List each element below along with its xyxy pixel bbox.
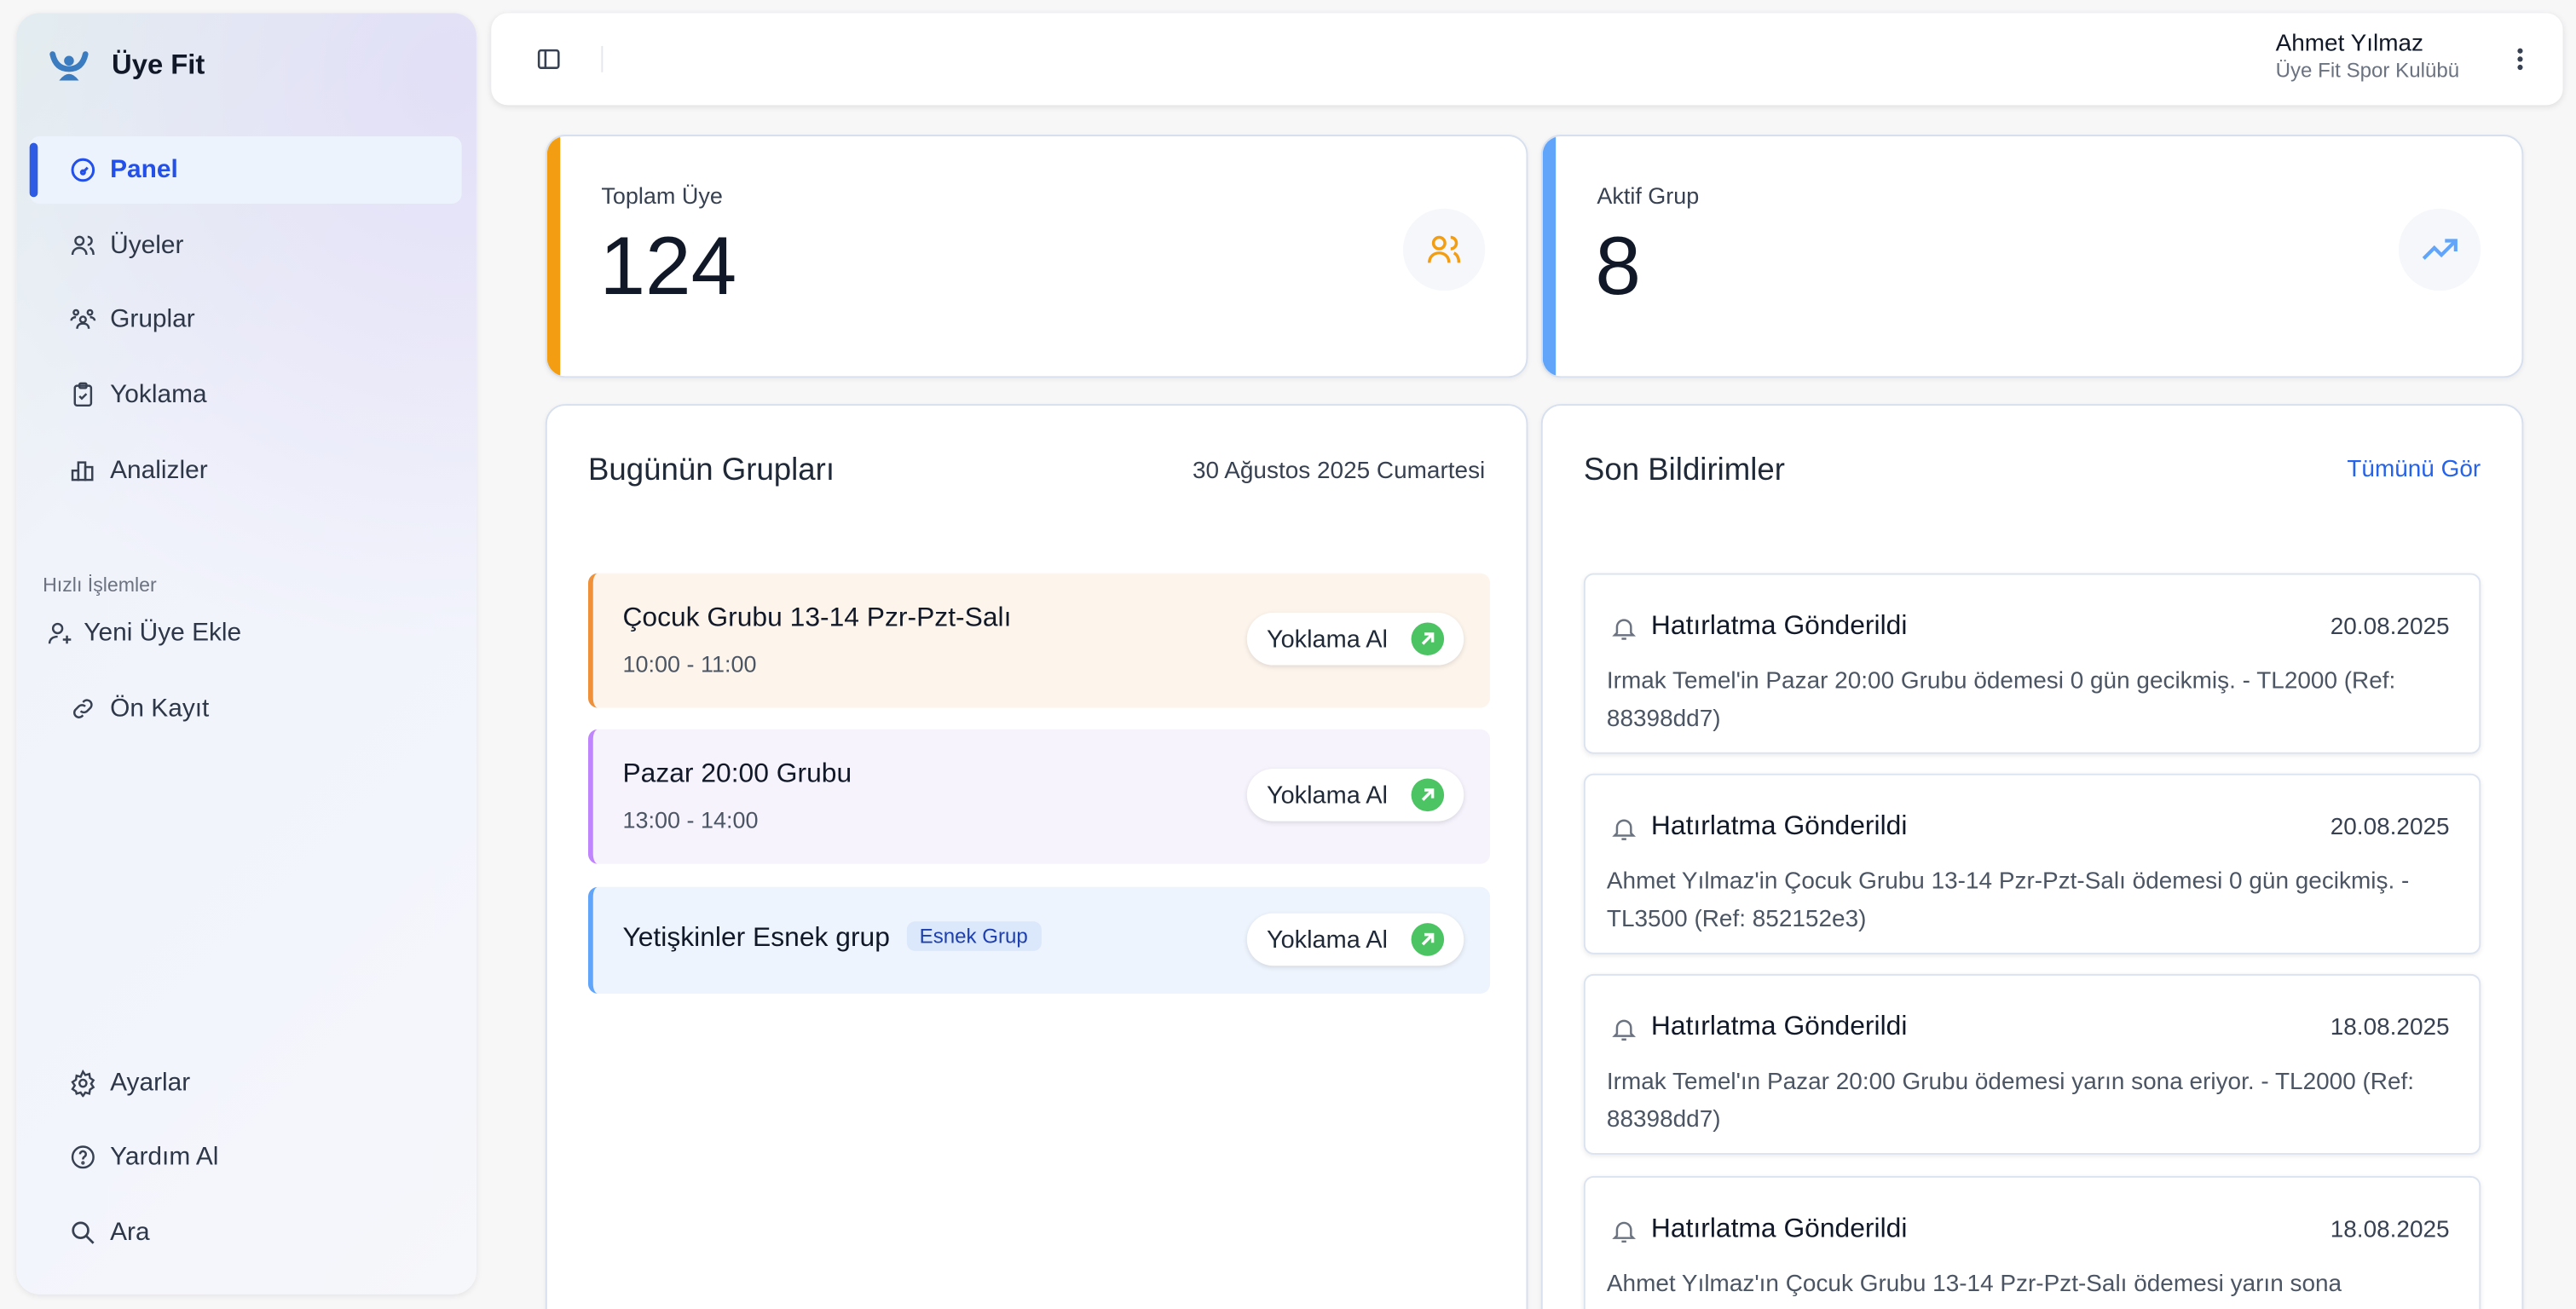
notification-item[interactable]: Hatırlatma Gönderildi 18.08.2025 Ahmet Y… [1583, 1175, 2481, 1309]
stat-accent-bar [546, 136, 561, 377]
todays-groups-panel: Bugünün Grupları 30 Ağustos 2025 Cumarte… [545, 404, 1528, 1309]
notification-item[interactable]: Hatırlatma Gönderildi 20.08.2025 Ahmet Y… [1583, 773, 2481, 954]
button-label: Yoklama Al [1266, 625, 1388, 654]
sidebar-toggle-icon[interactable] [535, 46, 562, 72]
group-time: 10:00 - 11:00 [622, 650, 757, 678]
button-label: Yoklama Al [1266, 781, 1388, 810]
notification-date: 18.08.2025 [2330, 1217, 2450, 1243]
stat-label: Toplam Üye [601, 182, 723, 209]
gear-icon [71, 1069, 95, 1098]
notification-date: 20.08.2025 [2330, 614, 2450, 641]
sidebar-item-ara[interactable]: Ara [30, 1199, 462, 1266]
panel-title: Son Bildirimler [1583, 453, 1785, 488]
sidebar-item-analizler[interactable]: Analizler [30, 437, 462, 505]
stat-card-active-groups: Aktif Grup 8 [1540, 135, 2524, 378]
group-icon [70, 309, 96, 329]
see-all-link[interactable]: Tümünü Gör [2347, 456, 2481, 483]
sidebar-item-yoklama[interactable]: Yoklama [30, 361, 462, 429]
user-plus-icon [48, 622, 72, 644]
group-name: Pazar 20:00 Grubu [622, 758, 852, 789]
stat-value: 124 [599, 220, 737, 313]
take-attendance-button[interactable]: Yoklama Al [1246, 768, 1464, 822]
sidebar-item-label: Ara [110, 1218, 150, 1246]
group-name-row: Yetişkinler Esnek grup Esnek Grup [622, 921, 1042, 954]
search-icon [72, 1221, 95, 1244]
group-item[interactable]: Pazar 20:00 Grubu 13:00 - 14:00 Yoklama … [587, 729, 1491, 864]
bell-icon [1612, 1019, 1637, 1041]
flexible-group-badge: Esnek Grup [906, 921, 1042, 951]
notification-body: Ahmet Yılmaz'in Çocuk Grubu 13-14 Pzr-Pz… [1606, 868, 2410, 933]
help-circle-icon [71, 1145, 95, 1169]
bell-icon [1612, 1221, 1637, 1243]
take-attendance-button[interactable]: Yoklama Al [1246, 612, 1464, 666]
notification-body: Ahmet Yılmaz'ın Çocuk Grubu 13-14 Pzr-Pz… [1606, 1271, 2342, 1298]
link-icon [73, 699, 93, 718]
stat-label: Aktif Grup [1597, 182, 1700, 209]
notification-title: Hatırlatma Gönderildi [1650, 811, 1908, 841]
sidebar-item-panel[interactable]: Panel [29, 136, 462, 204]
clipboard-check-icon [73, 382, 93, 407]
sidebar-item-uyeler[interactable]: Üyeler [30, 212, 462, 280]
arrow-up-right-icon [1411, 778, 1445, 812]
stat-accent-bar [1542, 136, 1557, 377]
group-time: 13:00 - 14:00 [622, 806, 759, 833]
notification-date: 18.08.2025 [2330, 1015, 2450, 1041]
arrow-up-right-icon [1411, 923, 1445, 956]
sidebar-item-yardim-al[interactable]: Yardım Al [30, 1123, 462, 1191]
today-date: 30 Ağustos 2025 Cumartesi [1192, 458, 1486, 485]
sidebar-item-on-kayit[interactable]: Ön Kayıt [30, 675, 462, 742]
arrow-up-right-icon [1411, 622, 1445, 655]
notification-title: Hatırlatma Gönderildi [1650, 610, 1908, 641]
sidebar-item-label: Gruplar [110, 304, 195, 333]
sidebar-item-label: Üyeler [110, 230, 184, 259]
notifications-panel: Son Bildirimler Tümünü Gör Hatırlatma Gö… [1540, 404, 2524, 1309]
take-attendance-button[interactable]: Yoklama Al [1246, 913, 1464, 966]
quick-actions-heading: Hızlı İşlemler [43, 573, 157, 597]
brand-name: Üye Fit [112, 49, 205, 81]
sidebar-item-label: Yoklama [110, 380, 207, 408]
sidebar-item-label: Panel [110, 155, 178, 183]
bar-chart-icon [71, 461, 94, 482]
button-label: Yoklama Al [1266, 926, 1388, 954]
sidebar-item-ayarlar[interactable]: Ayarlar [30, 1050, 462, 1117]
notification-body: Irmak Temel'in Pazar 20:00 Grubu ödemesi… [1606, 668, 2396, 733]
notification-body: Irmak Temel'ın Pazar 20:00 Grubu ödemesi… [1606, 1069, 2415, 1133]
group-item[interactable]: Yetişkinler Esnek grup Esnek Grup Yoklama… [587, 886, 1491, 995]
group-name: Çocuk Grubu 13-14 Pzr-Pzt-Salı [622, 603, 1012, 633]
club-name: Üye Fit Spor Kulübü [2275, 59, 2460, 83]
bell-icon [1612, 619, 1637, 640]
sidebar-item-label: Analizler [110, 455, 208, 484]
notification-item[interactable]: Hatırlatma Gönderildi 18.08.2025 Irmak T… [1583, 973, 2481, 1155]
user-name: Ahmet Yılmaz [2275, 31, 2424, 58]
sidebar-item-label: Ön Kayıt [110, 694, 210, 723]
brand[interactable]: Üye Fit [49, 49, 205, 83]
logo-icon [49, 51, 89, 81]
notification-date: 20.08.2025 [2330, 814, 2450, 841]
notification-title: Hatırlatma Gönderildi [1650, 1012, 1908, 1041]
user-info[interactable]: Ahmet Yılmaz Üye Fit Spor Kulübü [2276, 32, 2460, 83]
sidebar-item-gruplar[interactable]: Gruplar [30, 285, 462, 353]
gauge-icon [71, 158, 95, 182]
notification-title: Hatırlatma Gönderildi [1650, 1214, 1908, 1243]
sidebar-item-label: Ayarlar [110, 1068, 191, 1097]
sidebar-item-yeni-uye-ekle[interactable]: Yeni Üye Ekle [16, 599, 448, 666]
stat-card-total-members: Toplam Üye 124 [545, 135, 1528, 378]
stat-value: 8 [1595, 220, 1642, 313]
sidebar-item-label: Yardım Al [110, 1142, 219, 1171]
group-name: Yetişkinler Esnek grup [622, 923, 890, 953]
more-vertical-icon[interactable] [2515, 44, 2526, 74]
sidebar: Üye Fit Panel Üyeler Gruplar Yoklama Ana… [16, 13, 477, 1295]
users-icon [71, 235, 95, 256]
top-header: Ahmet Yılmaz Üye Fit Spor Kulübü [491, 13, 2563, 106]
bell-icon [1612, 819, 1637, 840]
panel-title: Bugünün Grupları [587, 453, 835, 488]
users-icon [1402, 208, 1486, 291]
group-item[interactable]: Çocuk Grubu 13-14 Pzr-Pzt-Salı 10:00 - 1… [587, 573, 1491, 708]
trending-up-icon [2398, 208, 2481, 291]
notification-item[interactable]: Hatırlatma Gönderildi 20.08.2025 Irmak T… [1583, 573, 2481, 754]
header-divider [601, 45, 604, 72]
sidebar-item-label: Yeni Üye Ekle [84, 618, 242, 647]
